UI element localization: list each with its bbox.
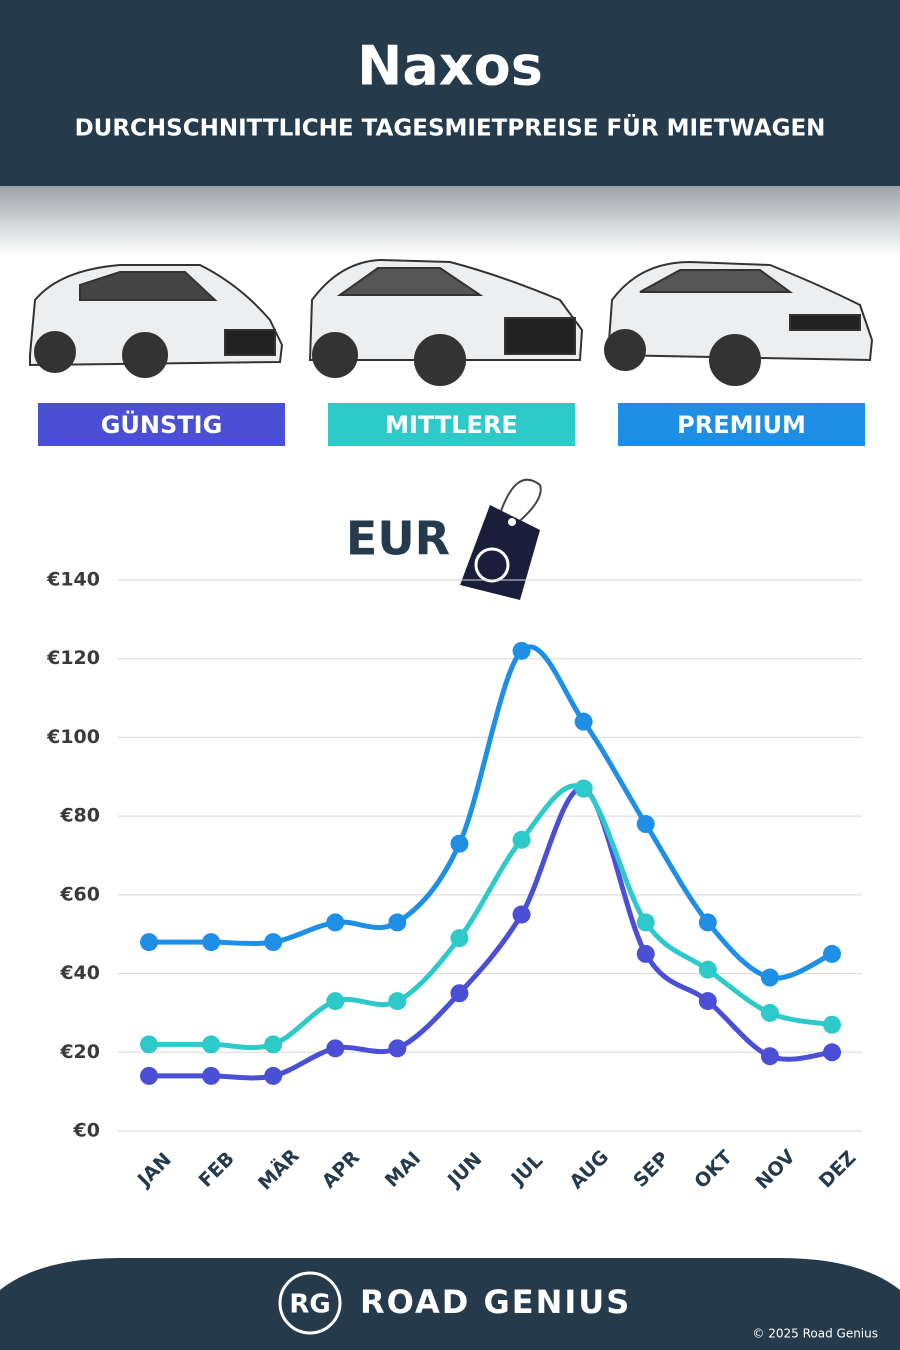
point (326, 992, 345, 1011)
legend-swatch (38, 403, 285, 446)
point (636, 913, 655, 932)
x-tick-label: JAN (132, 1149, 176, 1193)
chart: €0 €20 €40 €60 €80 €100 €120 €140 JAN FEB MÄR APR MA… (46, 569, 862, 1194)
point (636, 815, 655, 834)
point (326, 1039, 345, 1058)
x-tick-label: JUN (442, 1148, 486, 1192)
point (823, 944, 841, 963)
point (574, 779, 593, 798)
x-tick-label: DEZ (815, 1147, 861, 1193)
car-icon (308, 258, 584, 386)
x-tick-label: SEP (629, 1147, 673, 1191)
point (450, 984, 469, 1003)
legend-label: MITTLERE (385, 411, 518, 439)
header-shadow (0, 186, 900, 256)
point (512, 905, 531, 924)
x-tick-label: MAI (381, 1147, 425, 1191)
subtitle: DURCHSCHNITTLICHE TAGESMIETPREISE FÜR MI… (75, 114, 826, 142)
point (512, 641, 531, 660)
point (823, 1043, 841, 1062)
y-tick-label: €120 (46, 647, 100, 669)
y-tick-label: €60 (59, 883, 100, 905)
point (698, 913, 717, 932)
point (636, 944, 655, 963)
y-tick-label: €0 (73, 1120, 100, 1142)
legend: GÜNSTIG MITTLERE PREMIUM (38, 403, 865, 446)
y-tick-label: €140 (46, 569, 100, 591)
y-tick-label: €40 (59, 962, 100, 984)
point (202, 1035, 221, 1054)
car-icon (604, 260, 874, 386)
unit-label: EUR (346, 512, 450, 566)
point (388, 1039, 407, 1058)
point (698, 960, 717, 979)
point (760, 968, 779, 987)
footer-band (0, 1258, 900, 1350)
point (264, 933, 283, 952)
header-band (0, 0, 900, 186)
legend-label: GÜNSTIG (101, 409, 223, 439)
x-tick-label: OKT (690, 1146, 737, 1193)
point (760, 1003, 779, 1022)
point (202, 1066, 221, 1085)
x-tick-label: FEB (195, 1148, 239, 1192)
point (140, 1035, 158, 1054)
point (450, 834, 469, 853)
point (202, 933, 221, 952)
y-tick-label: €20 (59, 1041, 100, 1063)
y-tick-label: €100 (46, 726, 100, 748)
point (140, 1066, 158, 1085)
point (264, 1066, 283, 1085)
copyright: © 2025 Road Genius (752, 1327, 878, 1341)
legend-swatch (328, 403, 575, 446)
point (450, 929, 469, 948)
point (326, 913, 345, 932)
point (512, 830, 531, 849)
legend-label: PREMIUM (677, 411, 806, 439)
logo-ring (278, 1271, 342, 1335)
point (388, 992, 407, 1011)
series-line (148, 644, 834, 981)
x-tick-label: APR (318, 1146, 364, 1192)
car-icon (29, 264, 284, 378)
y-tick-label: €80 (59, 805, 100, 827)
x-tick-label: AUG (566, 1146, 613, 1193)
point (140, 933, 158, 952)
point (698, 992, 717, 1011)
legend-swatch (618, 403, 865, 446)
point (760, 1047, 779, 1066)
point (388, 913, 407, 932)
series-line (148, 783, 833, 1051)
x-tick-label: JUL (506, 1150, 547, 1191)
logo: RG (289, 1290, 330, 1320)
price-tag-icon (460, 478, 542, 600)
x-tick-label: MÄR (253, 1143, 304, 1194)
point (823, 1015, 841, 1034)
x-tick-label: NOV (751, 1145, 799, 1193)
title: Naxos (357, 35, 543, 98)
point (574, 712, 593, 731)
brand: ROAD GENIUS (360, 1283, 631, 1321)
series-line (148, 786, 833, 1081)
point (264, 1035, 283, 1054)
